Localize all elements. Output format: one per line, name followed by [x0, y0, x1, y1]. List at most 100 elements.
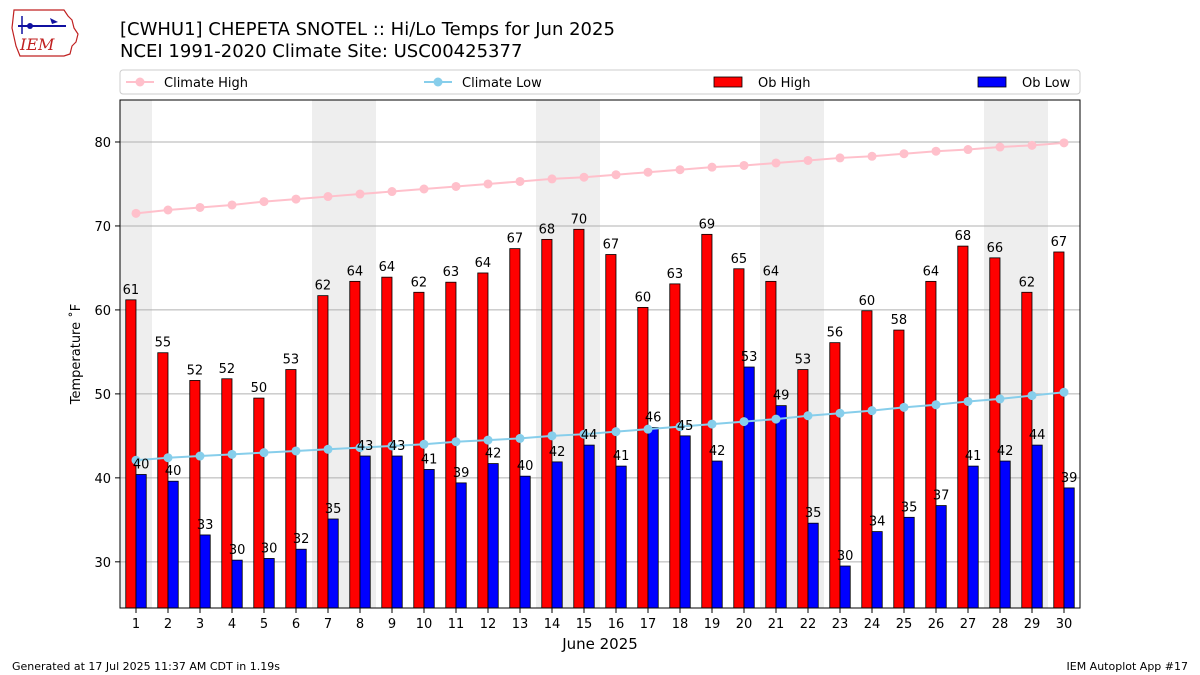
- chart-title: [CWHU1] CHEPETA SNOTEL :: Hi/Lo Temps fo…: [120, 19, 615, 40]
- climate-low-point-day-26: [931, 400, 941, 410]
- ob-low-label-day-20: 53: [741, 350, 758, 365]
- x-axis-label: June 2025: [561, 635, 638, 653]
- x-tick-label-24: 24: [864, 617, 881, 632]
- climate-high-point-day-7: [323, 192, 333, 202]
- climate-low-point-day-19: [707, 419, 717, 429]
- ob-low-bar-day-6: [295, 548, 307, 609]
- legend-climate-low-swatch-marker: [433, 77, 443, 87]
- ob-low-bar-day-23: [839, 565, 851, 609]
- ob-low-bar-day-24: [871, 531, 883, 609]
- ob-high-bar-day-21: [765, 280, 777, 609]
- ob-high-bar-day-25: [893, 329, 905, 609]
- ob-low-label-day-16: 41: [613, 449, 630, 464]
- x-tick-label-5: 5: [260, 617, 268, 632]
- legend-climate-high-label: Climate High: [164, 76, 248, 91]
- x-tick-label-7: 7: [324, 617, 332, 632]
- ob-low-bar-day-2: [167, 480, 179, 609]
- climate-high-point-day-19: [707, 162, 717, 172]
- ob-high-label-day-4: 52: [219, 362, 236, 377]
- climate-low-point-day-1: [131, 455, 141, 465]
- climate-low-point-day-9: [387, 441, 397, 451]
- climate-low-point-day-14: [547, 431, 557, 441]
- climate-low-point-day-27: [963, 396, 973, 406]
- climate-high-point-day-13: [515, 176, 525, 186]
- climate-high-point-day-30: [1059, 138, 1069, 148]
- ob-high-bar-day-26: [925, 280, 937, 609]
- climate-high-point-day-1: [131, 208, 141, 218]
- ob-low-label-day-15: 44: [581, 428, 598, 443]
- ob-low-label-day-7: 35: [325, 502, 342, 517]
- ob-low-label-day-19: 42: [709, 444, 726, 459]
- ob-high-label-day-20: 65: [731, 252, 748, 267]
- y-axis-ticks: 30 40 50 60 70 80: [94, 136, 120, 571]
- climate-high-point-day-6: [291, 194, 301, 204]
- legend-ob-high-swatch: [713, 76, 743, 88]
- y-tick-label-50: 50: [94, 388, 111, 403]
- climate-low-point-day-11: [451, 437, 461, 447]
- x-tick-label-6: 6: [292, 617, 300, 632]
- ob-low-label-day-22: 35: [805, 506, 822, 521]
- ob-low-label-day-5: 30: [261, 541, 278, 556]
- climate-low-point-day-18: [675, 422, 685, 432]
- ob-low-label-day-11: 39: [453, 466, 470, 481]
- x-tick-label-19: 19: [704, 617, 721, 632]
- ob-high-label-day-5: 50: [251, 381, 268, 396]
- ob-high-label-day-14: 68: [539, 222, 556, 237]
- climate-high-point-day-3: [195, 202, 205, 212]
- climate-high-point-day-9: [387, 187, 397, 197]
- legend-box: [119, 69, 1081, 95]
- ob-low-label-day-3: 33: [197, 518, 214, 533]
- ob-high-label-day-19: 69: [699, 217, 716, 232]
- ob-high-bar-day-30: [1053, 251, 1065, 609]
- x-tick-label-16: 16: [608, 617, 625, 632]
- legend: Climate High Climate Low Ob High Ob Low: [119, 69, 1081, 95]
- climate-high-point-day-23: [835, 153, 845, 163]
- x-tick-label-1: 1: [132, 617, 140, 632]
- ob-low-label-day-30: 39: [1061, 471, 1078, 486]
- ob-low-bar-day-15: [583, 444, 595, 609]
- ob-high-bar-day-18: [669, 283, 681, 609]
- x-tick-label-18: 18: [672, 617, 689, 632]
- climate-high-point-day-28: [995, 142, 1005, 152]
- ob-low-bar-day-4: [231, 559, 243, 609]
- ob-high-bar-day-28: [989, 257, 1001, 609]
- generated-timestamp: Generated at 17 Jul 2025 11:37 AM CDT in…: [12, 660, 280, 673]
- x-tick-label-29: 29: [1024, 617, 1041, 632]
- climate-low-point-day-7: [323, 444, 333, 454]
- climate-low-point-day-17: [643, 424, 653, 434]
- climate-low-point-day-20: [739, 417, 749, 427]
- climate-high-line: [135, 141, 1065, 215]
- y-tick-label-60: 60: [94, 304, 111, 319]
- x-tick-label-15: 15: [576, 617, 593, 632]
- ob-low-bar-day-20: [743, 366, 755, 609]
- ob-low-bar-day-12: [487, 463, 499, 609]
- x-tick-label-2: 2: [164, 617, 172, 632]
- ob-high-bar-day-14: [541, 238, 553, 609]
- ob-high-label-day-11: 63: [443, 265, 460, 280]
- climate-high-point-day-29: [1027, 140, 1037, 150]
- ob-low-bar-day-21: [775, 405, 787, 609]
- climate-high-point-day-17: [643, 167, 653, 177]
- climate-low-point-day-5: [259, 448, 269, 458]
- x-axis-ticks: 1 2 3 4 5 6 7 8 9 10 11 12 13 14 15 16 17 18 19 20 21 22 23 24 2…: [132, 608, 1072, 632]
- climate-high-point-day-20: [739, 160, 749, 170]
- ob-high-bar-day-13: [509, 248, 521, 609]
- ob-high-label-day-18: 63: [667, 267, 684, 282]
- climate-low-point-day-22: [803, 411, 813, 421]
- ob-high-bar-day-15: [573, 228, 585, 609]
- ob-low-label-day-9: 43: [389, 439, 406, 454]
- climate-low-point-day-8: [355, 443, 365, 453]
- legend-climate-low-label: Climate Low: [462, 76, 542, 91]
- climate-high-point-day-22: [803, 155, 813, 165]
- x-tick-label-8: 8: [356, 617, 364, 632]
- ob-low-bar-day-11: [455, 482, 467, 609]
- ob-low-bar-day-7: [327, 518, 339, 609]
- ob-low-label-day-27: 41: [965, 449, 982, 464]
- ob-high-label-day-7: 62: [315, 279, 332, 294]
- ob-high-label-day-27: 68: [955, 229, 972, 244]
- data-labels: 61 55 52 52 50 53 62 64 64 62 63 64 67 68 70 67 60 63 69 65…: [123, 212, 1078, 564]
- legend-climate-high-swatch-marker: [135, 77, 145, 87]
- ob-low-label-day-10: 41: [421, 452, 438, 467]
